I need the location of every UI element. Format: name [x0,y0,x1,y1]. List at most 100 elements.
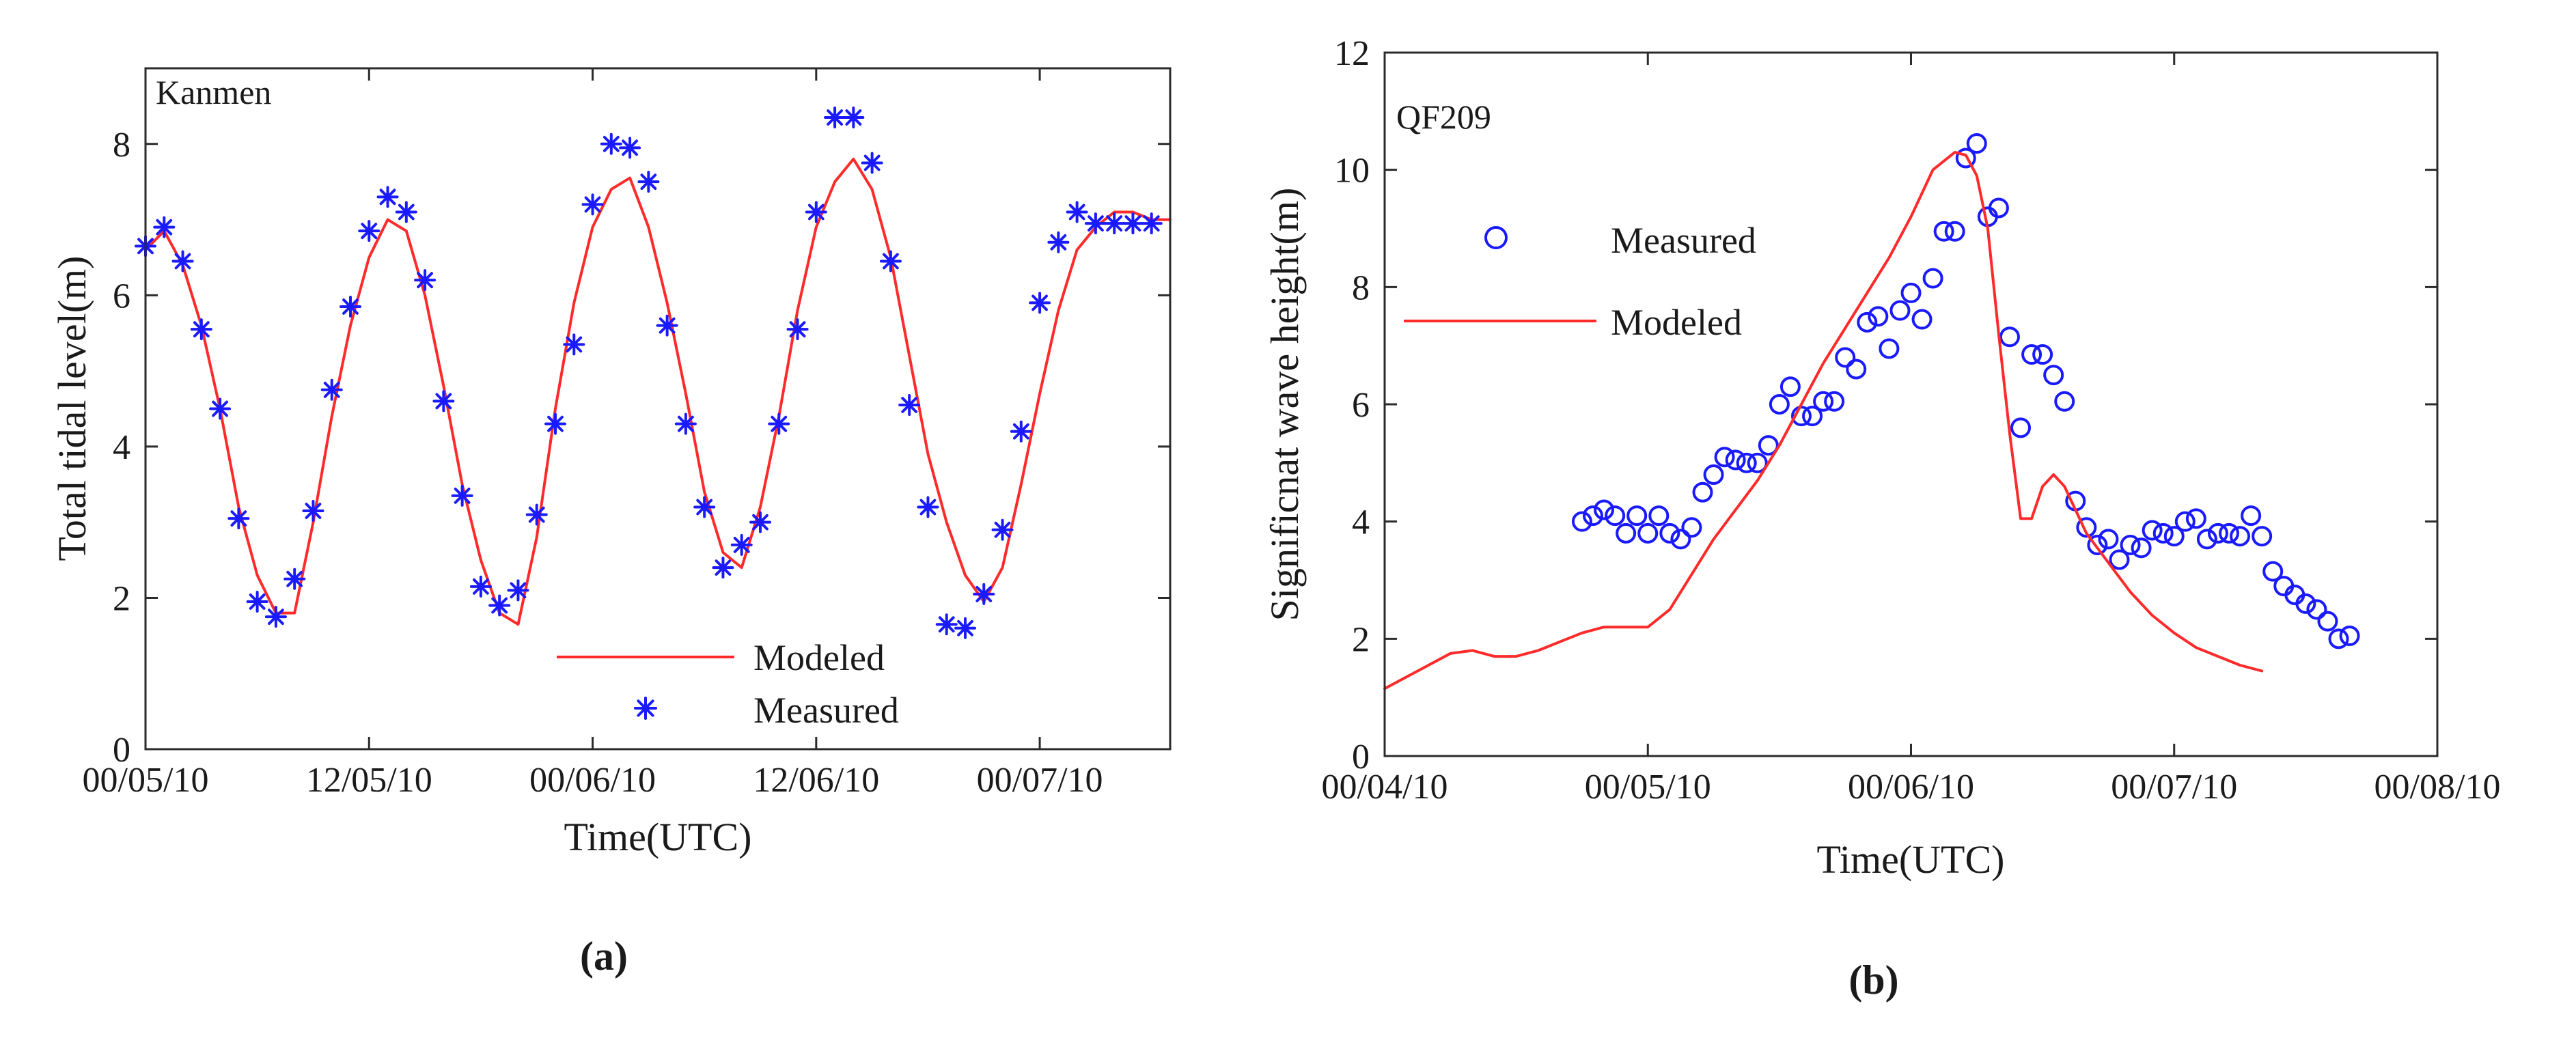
measured-point [1725,449,1746,471]
legend-measured-label-b: Measured [1611,220,1756,261]
measured-point [1670,529,1691,550]
panel-b-legend: Measured Modeled [1404,220,1756,343]
measured-point-stroke [1143,215,1160,232]
panel-a-caption: (a) [580,934,628,979]
panel-b-y-axis-title: Significnat wave height(m) [1262,188,1307,621]
measured-point [1736,452,1757,473]
measured-point [190,318,212,341]
measured-point [2207,522,2228,544]
measured-point-stroke [230,510,247,527]
measured-point-stroke [323,381,340,398]
measured-point-stroke [807,204,825,221]
measured-point-stroke [1106,215,1123,232]
measured-point [1813,391,1834,412]
measured-point [768,412,790,435]
measured-point [712,557,734,579]
measured-point [1616,522,1637,544]
x-tick-label: 00/08/10 [2374,768,2501,807]
measured-point-stroke [361,223,378,240]
measured-point [879,250,902,272]
x-tick-label: 00/07/10 [977,761,1103,800]
measured-point [935,613,958,636]
measured-point [1988,197,2009,219]
panel-a-plot-frame [144,67,1172,751]
measured-point [693,496,716,518]
measured-point [2142,520,2163,541]
legend-measured-label: Measured [753,690,899,731]
measured-point-stroke [435,393,452,410]
measured-point [2087,535,2108,555]
y-tick-label: 2 [1352,620,1370,659]
measured-point [824,107,846,129]
panel-a-station-title: Kanmen [156,73,271,111]
y-tick-label: 6 [1352,386,1370,425]
measured-point-stroke [827,109,843,126]
y-tick-label: 4 [1352,503,1370,542]
measured-point [395,201,417,223]
measured-point [1010,420,1032,443]
measured-point-stroke [1031,294,1048,311]
measured-point-stroke [398,204,415,221]
legend-measured-asterisk-swatch [634,697,657,720]
measured-point [619,137,641,159]
measured-point [1122,212,1144,235]
measured-point [1594,499,1615,520]
measured-point-stroke [696,499,713,516]
measured-point-stroke [883,253,899,270]
measured-point-stroke [212,400,228,417]
x-tick-label: 00/06/10 [1848,768,1974,807]
measured-point [1769,394,1790,415]
panel-a-y-axis-title: Total tidal level(m) [50,256,94,561]
measured-point [525,503,548,526]
measured-point-stroke [584,196,601,213]
measured-point [2043,365,2064,386]
measured-point [2120,535,2141,555]
measured-point-stroke [789,321,806,338]
y-tick-label: 10 [1334,152,1370,191]
measured-point [1933,221,1954,242]
measured-point [1846,359,1867,380]
measured-point [1889,300,1911,321]
y-tick-label: 8 [1352,268,1370,307]
measured-point-stroke [566,336,583,353]
legend-asterisk-stroke [637,699,654,717]
measured-point-stroke [417,272,433,289]
measured-point [302,500,324,522]
measured-point-stroke [1124,215,1141,232]
measured-point [451,484,473,507]
measured-point [264,606,287,628]
measured-point [1802,406,1823,427]
measured-point [1966,133,1987,154]
measured-point [749,511,771,533]
panel-a-x-axis-title: Time(UTC) [564,815,752,859]
measured-point [1648,505,1670,527]
measured-point [2339,626,2360,647]
measured-point [1999,326,2020,348]
measured-point-stroke [193,321,210,338]
measured-point [1944,221,1965,242]
measured-point [1140,212,1163,235]
y-tick-label: 12 [1334,34,1370,73]
measured-point [1047,231,1070,253]
legend-modeled-label-b: Modeled [1611,302,1742,343]
measured-point [898,393,921,416]
x-tick-label: 00/07/10 [2111,768,2237,807]
measured-point [1703,464,1724,485]
measured-point [340,295,361,318]
measured-point [2196,529,2217,550]
measured-point-stroke [547,415,564,432]
measured-point [1824,391,1845,412]
measured-point [954,617,976,639]
panel-b-axes: 00/04/10 00/05/10 00/06/10 00/07/10 00/08/10… [1322,34,2501,807]
x-tick-label: 00/04/10 [1322,768,1448,807]
measured-point [1857,311,1878,333]
measured-point [991,518,1014,541]
measured-point [2185,508,2206,529]
measured-point [488,594,511,617]
measured-point [1911,309,1933,330]
measured-point [805,201,827,223]
measured-point [544,412,566,435]
measured-point [1084,212,1107,235]
panel-b-x-axis-title: Time(UTC) [1817,837,2005,882]
measured-point [2032,344,2053,365]
